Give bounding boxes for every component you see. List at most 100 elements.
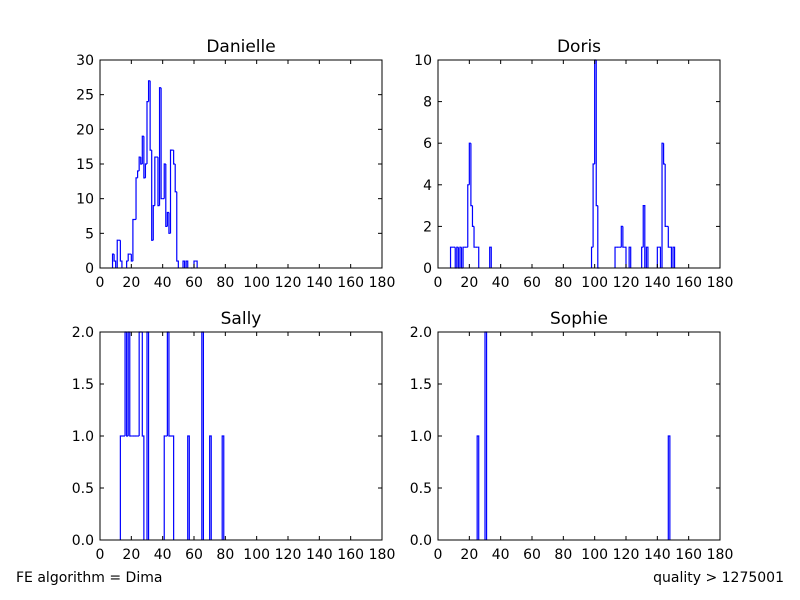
histogram-bin xyxy=(221,435,225,540)
y-tick-label: 2.0 xyxy=(410,325,432,341)
histogram-bin xyxy=(111,253,115,268)
y-tick-label: 0.5 xyxy=(410,481,432,497)
histogram-bin xyxy=(595,60,598,207)
histogram-bin xyxy=(476,435,480,540)
histogram-bin xyxy=(471,205,475,227)
x-tick-label: 180 xyxy=(707,547,734,563)
histogram-bin xyxy=(158,87,162,206)
histogram-bin xyxy=(173,150,176,165)
y-tick-label: 1.0 xyxy=(410,429,432,445)
histogram-bin xyxy=(132,218,135,262)
chart-title: Doris xyxy=(557,37,601,57)
axes-frame xyxy=(437,331,721,541)
x-tick-label: 120 xyxy=(275,275,302,291)
histogram-bin xyxy=(146,331,150,540)
histogram-bin xyxy=(641,246,644,268)
y-tick-label: 6 xyxy=(423,136,432,152)
histogram-bin xyxy=(144,163,147,178)
histogram-bin xyxy=(656,246,659,268)
histogram-bin xyxy=(138,331,141,436)
y-tick-label: 10 xyxy=(414,53,432,69)
histogram-bin xyxy=(143,136,146,179)
histogram-bin xyxy=(116,239,119,268)
x-tick-label: 160 xyxy=(337,275,364,291)
x-tick-label: 140 xyxy=(306,547,333,563)
histogram-bin xyxy=(462,246,465,268)
histogram-bin xyxy=(209,435,212,540)
x-tick-label: 0 xyxy=(96,547,105,563)
histogram-bin xyxy=(168,332,171,437)
histogram-bin xyxy=(663,143,666,165)
y-tick-label: 1.5 xyxy=(72,377,94,393)
x-tick-label: 160 xyxy=(675,547,702,563)
histogram-bin xyxy=(163,435,166,540)
x-tick-label: 40 xyxy=(492,275,510,291)
histogram-bin xyxy=(166,211,169,227)
x-tick-label: 60 xyxy=(185,547,203,563)
y-tick-label: 5 xyxy=(85,226,94,242)
x-tick-label: 40 xyxy=(154,547,172,563)
histogram-bin xyxy=(119,240,123,268)
histogram-bin xyxy=(160,87,163,200)
x-tick-label: 120 xyxy=(275,547,302,563)
histogram-bin xyxy=(154,156,157,206)
histogram-bin xyxy=(590,246,594,268)
y-tick-label: 25 xyxy=(76,88,94,104)
histogram-bin xyxy=(174,164,177,193)
histogram-bin xyxy=(669,246,673,268)
x-tick-label: 180 xyxy=(369,275,396,291)
y-tick-label: 2 xyxy=(423,219,432,235)
histogram-bin xyxy=(187,435,190,540)
axes-frame xyxy=(437,59,721,269)
x-tick-label: 0 xyxy=(434,275,443,291)
x-tick-label: 80 xyxy=(554,275,572,291)
histogram-bin xyxy=(628,246,632,268)
histogram-bin xyxy=(201,331,204,540)
x-tick-label: 0 xyxy=(434,547,443,563)
histogram-bin xyxy=(169,149,173,234)
x-tick-label: 160 xyxy=(675,275,702,291)
y-tick-label: 8 xyxy=(423,95,432,111)
panel-doris: Doris 0 20 40 60 80 100 120 140 160 180 0 2 4 6 8 10 xyxy=(414,37,733,291)
y-tick-label: 15 xyxy=(76,157,94,173)
panel-danielle: Danielle 0 20 40 60 80 100 120 140 160 180 0 5 10 15 20… xyxy=(76,37,395,291)
y-tick-label: 1.0 xyxy=(72,429,94,445)
histogram-bin xyxy=(152,205,155,241)
histogram-bin xyxy=(667,435,671,540)
histogram-bin xyxy=(129,332,132,437)
x-tick-label: 140 xyxy=(644,547,671,563)
x-tick-label: 20 xyxy=(460,547,478,563)
y-tick-label: 30 xyxy=(76,53,94,69)
y-tick-label: 0.0 xyxy=(72,533,94,549)
x-tick-label: 20 xyxy=(122,275,140,291)
x-tick-label: 0 xyxy=(96,275,105,291)
y-tick-label: 0.0 xyxy=(410,533,432,549)
histogram-bin xyxy=(113,254,117,268)
footer-quality-note: quality > 1275001 xyxy=(653,570,784,586)
y-tick-label: 10 xyxy=(76,192,94,208)
histogram-bin xyxy=(449,246,453,268)
x-tick-label: 140 xyxy=(306,275,333,291)
x-tick-label: 80 xyxy=(216,275,234,291)
histogram-bin xyxy=(473,226,476,248)
y-tick-label: 2.0 xyxy=(72,325,94,341)
histogram-bin xyxy=(176,191,179,268)
histogram-bin xyxy=(119,435,122,540)
x-tick-label: 80 xyxy=(554,547,572,563)
histogram-bin xyxy=(484,331,488,540)
histogram-bin xyxy=(137,170,140,178)
histogram-bin xyxy=(672,246,676,268)
histogram-bin xyxy=(195,260,198,268)
histogram-bin xyxy=(126,260,129,268)
x-tick-label: 80 xyxy=(216,547,234,563)
x-tick-label: 20 xyxy=(122,547,140,563)
histogram-bin xyxy=(642,205,646,268)
histogram-bin xyxy=(467,184,470,248)
x-tick-label: 120 xyxy=(613,547,640,563)
histogram-bin xyxy=(592,163,595,248)
chart-title: Sophie xyxy=(550,309,608,329)
histogram-bin xyxy=(667,226,670,248)
y-tick-label: 20 xyxy=(76,122,94,138)
histogram-bin xyxy=(614,246,617,268)
